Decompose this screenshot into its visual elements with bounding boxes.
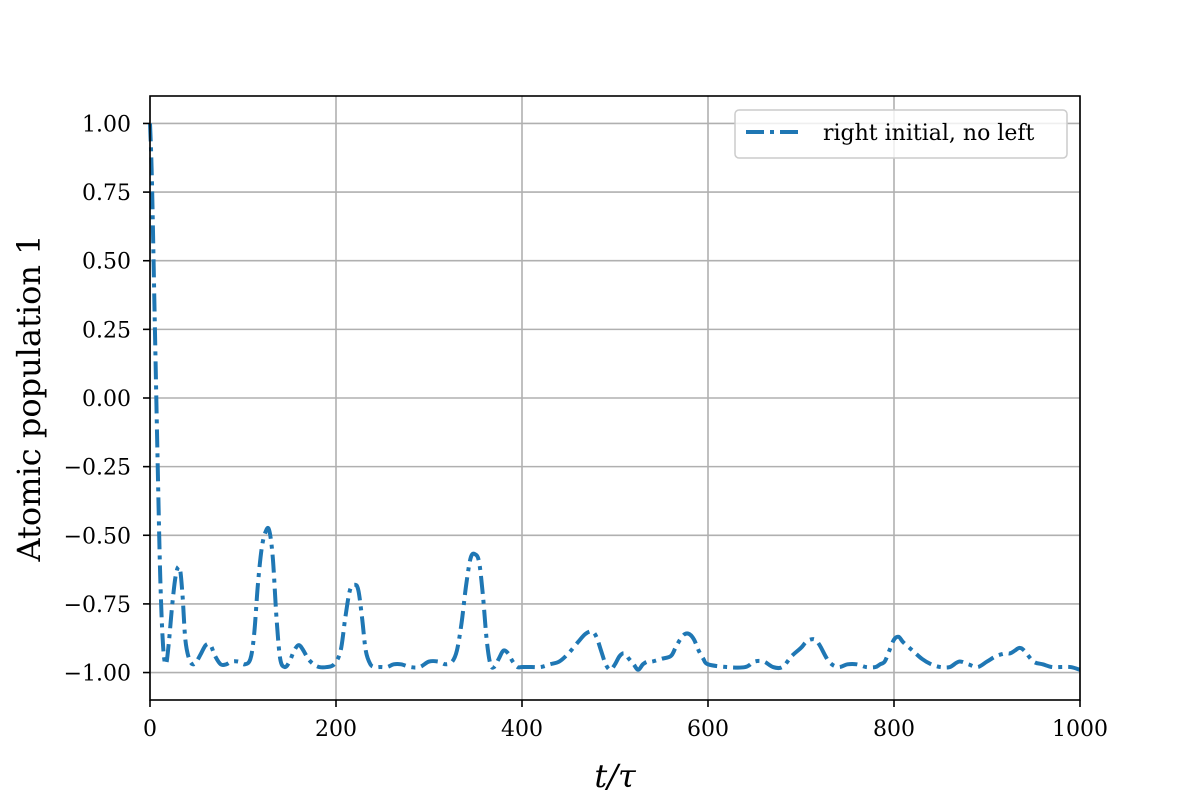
y-tick-label: −1.00 <box>64 662 131 687</box>
legend: right initial, no left <box>734 109 1068 159</box>
ticks: 0 200 400 600 800 1000 1.00 0.75 0.50 0.25 0.00 −0.… <box>64 112 1108 742</box>
x-axis-label: t/τ <box>594 757 637 795</box>
legend-box <box>734 109 1068 159</box>
y-tick-label: 0.75 <box>82 181 131 206</box>
x-tick-label: 1000 <box>1052 717 1108 742</box>
x-tick-label: 0 <box>143 717 157 742</box>
series-layer <box>148 123 1081 672</box>
y-tick-label: −0.50 <box>64 524 131 549</box>
x-tick-label: 200 <box>315 717 357 742</box>
y-tick-label: 0.50 <box>82 250 131 275</box>
y-tick-label: 0.00 <box>82 387 131 412</box>
series-line-0 <box>148 123 1081 672</box>
grid <box>149 96 1081 700</box>
y-tick-label: −0.75 <box>64 593 131 618</box>
y-tick-label: −0.25 <box>64 456 131 481</box>
x-tick-label: 400 <box>501 717 543 742</box>
x-tick-label: 800 <box>873 717 915 742</box>
legend-label: right initial, no left <box>823 121 1035 146</box>
y-tick-label: 0.25 <box>82 318 131 343</box>
y-tick-label: 1.00 <box>82 112 131 137</box>
x-tick-label: 600 <box>687 717 729 742</box>
y-axis-label: Atomic population 1 <box>10 235 48 563</box>
